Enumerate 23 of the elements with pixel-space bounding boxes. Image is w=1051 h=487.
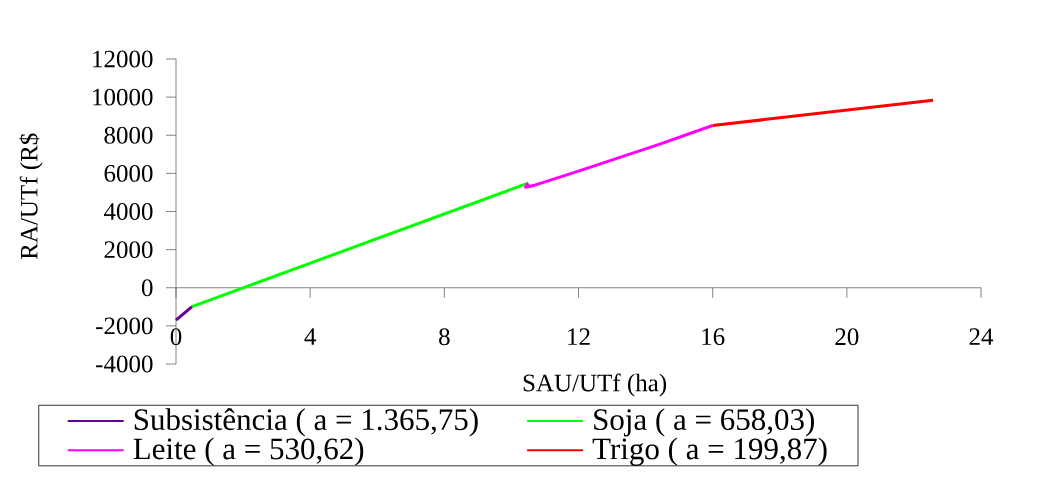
y-tick-label: 6000 (104, 164, 153, 182)
legend-label: Trigo ( a = 199,87) (592, 437, 827, 466)
legend-label: Leite ( a = 530,62) (133, 437, 364, 466)
legend-label: Subsistência ( a = 1.365,75) (134, 408, 478, 437)
legend-label: Soja ( a = 658,03) (594, 408, 814, 437)
y-axis-title: RA/UTf (R$ (19, 133, 43, 260)
y-tick-label: 10000 (93, 88, 153, 106)
x-tick-label: 16 (702, 328, 725, 346)
y-tick-label: 12000 (93, 50, 153, 68)
y-tick-label: 2000 (104, 241, 153, 259)
y-tick-label: 8000 (104, 126, 153, 144)
y-tick-label: -2000 (96, 317, 153, 335)
y-tick-label: 4000 (103, 203, 153, 220)
x-tick-label: 12 (568, 328, 590, 345)
x-axis-title: SAU/UTf (ha) (523, 373, 667, 397)
x-tick-label: 24 (969, 328, 994, 345)
line-series (524, 124, 715, 189)
x-tick-label: 20 (835, 328, 859, 346)
x-tick-label: 4 (304, 328, 317, 345)
x-tick-label: 8 (439, 328, 450, 346)
x-tick-label: 0 (170, 328, 182, 346)
y-tick-label: -4000 (96, 355, 153, 373)
y-tick-label: 0 (141, 279, 153, 297)
